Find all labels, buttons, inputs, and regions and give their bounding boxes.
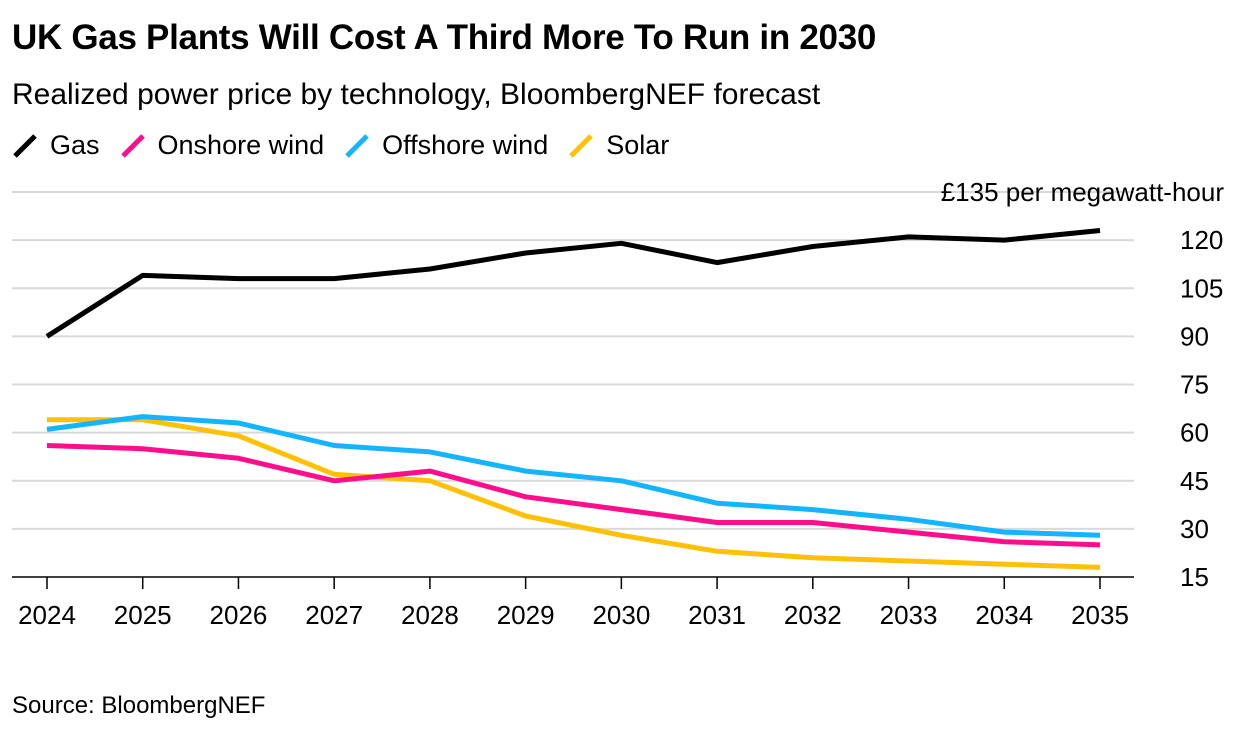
- legend-swatch-offshore-wind: [345, 133, 369, 158]
- x-tick-label-2024: 2024: [18, 600, 76, 630]
- legend-swatch-gas: [13, 133, 37, 158]
- legend-item-solar: Solar: [568, 130, 669, 161]
- legend-item-onshore-wind: Onshore wind: [120, 130, 325, 161]
- x-tick-label-2030: 2030: [592, 600, 650, 630]
- y-tick-label-90: 90: [1180, 321, 1209, 351]
- x-tick-label-2025: 2025: [114, 600, 172, 630]
- legend-swatch-solar: [569, 133, 593, 158]
- series-line-offshore-wind: [46, 414, 1101, 538]
- x-tick-label-2034: 2034: [975, 600, 1033, 630]
- x-tick-label-2027: 2027: [305, 600, 363, 630]
- source-note: Source: BloombergNEF: [12, 692, 266, 719]
- x-tick-label-2035: 2035: [1071, 600, 1129, 630]
- x-tick-label-2033: 2033: [880, 600, 938, 630]
- legend-label-onshore-wind: Onshore wind: [157, 130, 325, 160]
- y-tick-label-15: 15: [1180, 562, 1209, 592]
- legend-item-gas: Gas: [12, 130, 100, 161]
- legend-label-offshore-wind: Offshore wind: [382, 130, 549, 160]
- y-tick-label-75: 75: [1180, 370, 1209, 400]
- legend-label-gas: Gas: [50, 130, 100, 160]
- legend-label-solar: Solar: [606, 130, 670, 160]
- chart-subtitle: Realized power price by technology, Bloo…: [12, 78, 821, 111]
- legend-swatch-onshore-wind: [120, 133, 145, 158]
- legend-item-offshore-wind: Offshore wind: [344, 130, 548, 161]
- x-tick-label-2028: 2028: [401, 600, 459, 630]
- chart-legend: Gas Onshore wind Offshore wind Solar: [12, 130, 689, 161]
- series-line-solar: [47, 417, 1101, 570]
- y-tick-label-30: 30: [1180, 514, 1209, 544]
- y-tick-label-60: 60: [1180, 418, 1209, 448]
- x-tick-label-2031: 2031: [688, 600, 746, 630]
- x-tick-label-2032: 2032: [784, 600, 842, 630]
- y-tick-label-120: 120: [1180, 225, 1223, 255]
- y-tick-label-45: 45: [1180, 466, 1209, 496]
- series-line-onshore-wind: [46, 443, 1101, 548]
- x-tick-label-2029: 2029: [497, 600, 555, 630]
- y-tick-label-105: 105: [1180, 273, 1223, 303]
- series-line-gas: [45, 228, 1101, 339]
- x-tick-label-2026: 2026: [210, 600, 268, 630]
- y-tick-label-135: £135 per megawatt-hour: [941, 177, 1225, 207]
- chart-title: UK Gas Plants Will Cost A Third More To …: [12, 18, 877, 57]
